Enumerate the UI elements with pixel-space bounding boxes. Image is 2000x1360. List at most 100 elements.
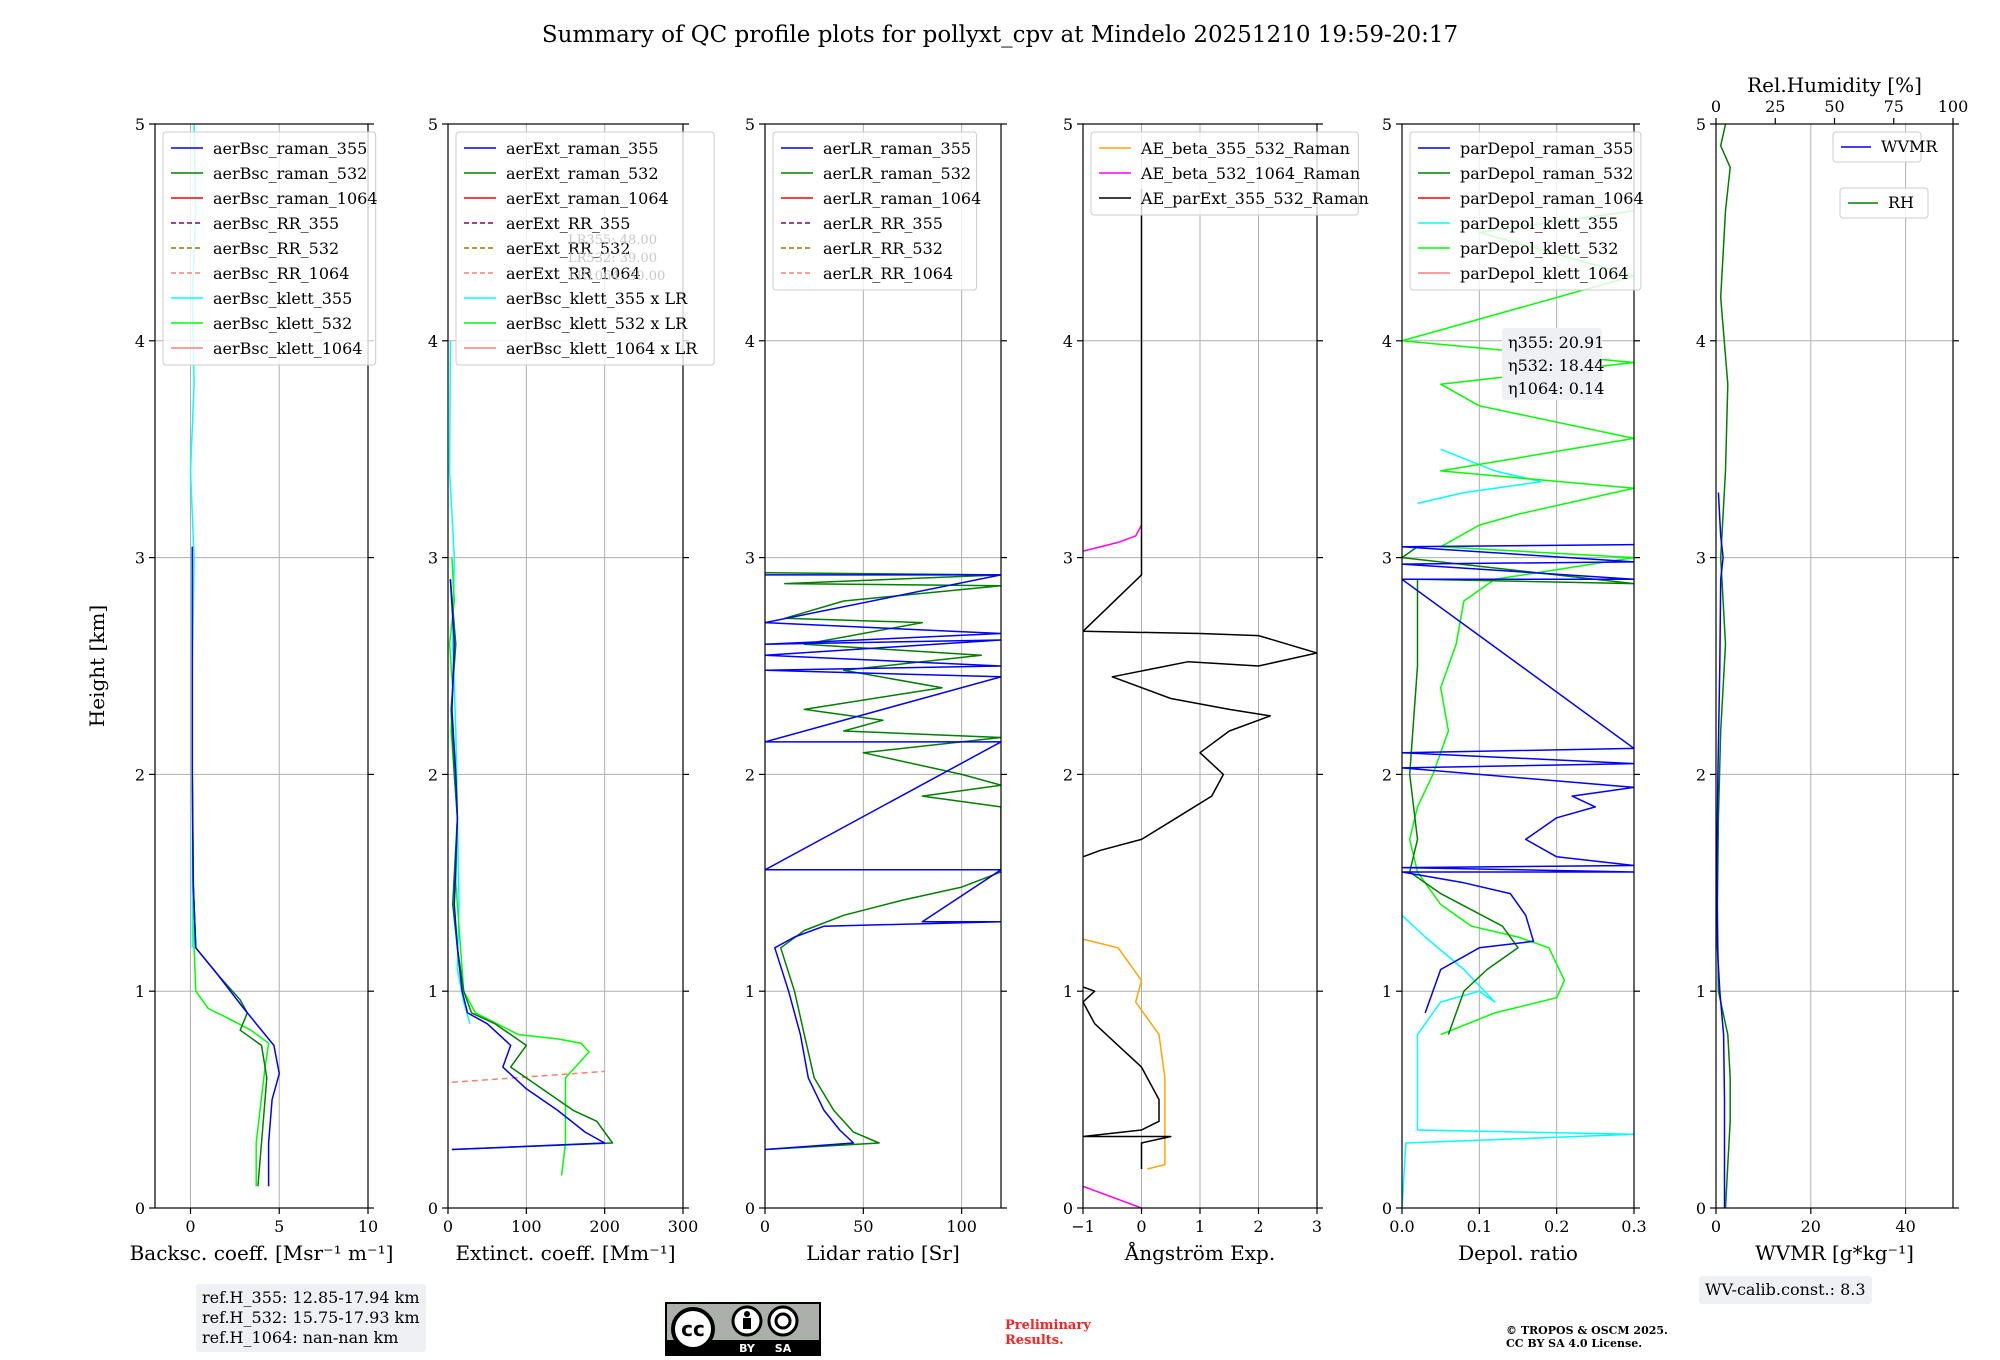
y-tick-label: 5 xyxy=(1063,115,1073,134)
y-tick-label: 5 xyxy=(1696,115,1706,134)
y-tick-label: 4 xyxy=(1063,332,1073,351)
y-tick-label: 2 xyxy=(1063,765,1073,784)
y-tick-label: 3 xyxy=(428,549,438,568)
y-tick-label: 3 xyxy=(1382,549,1392,568)
series-group xyxy=(1402,209,1634,1208)
x-tick-label: 0 xyxy=(185,1217,195,1236)
sa-icon-arc xyxy=(774,1312,792,1330)
y-tick-label: 2 xyxy=(428,765,438,784)
legend-box xyxy=(1839,187,1929,219)
x-tick-label: 0.1 xyxy=(1467,1217,1492,1236)
y-tick-label: 5 xyxy=(428,115,438,134)
x-tick-label: 0 xyxy=(760,1217,770,1236)
legend-label: WVMR xyxy=(1881,137,1938,156)
x-axis-label: Backsc. coeff. [Msr⁻¹ m⁻¹] xyxy=(130,1241,394,1265)
series-aerBsc_klett_355-x-LR xyxy=(448,340,471,1024)
by-label: BY xyxy=(739,1342,756,1355)
x-tick-label: 40 xyxy=(1895,1217,1915,1236)
x-axis-label: Extinct. coeff. [Mm⁻¹] xyxy=(455,1241,675,1265)
copyright-note: © TROPOS & OSCM 2025. CC BY SA 4.0 Licen… xyxy=(1506,1324,1766,1350)
legend-label: aerExt_raman_355 xyxy=(506,139,659,158)
preliminary-note: Preliminary Results. xyxy=(1005,1318,1125,1348)
legend-label: aerExt_RR_355 xyxy=(506,214,630,233)
legend-label: aerLR_RR_1064 xyxy=(823,264,953,283)
y-tick-label: 4 xyxy=(428,332,438,351)
series-parDepol_raman_532 xyxy=(1402,546,1634,1035)
legend-box xyxy=(1090,131,1359,216)
x-axis-label: WVMR [g*kg⁻¹] xyxy=(1755,1241,1914,1265)
x-tick-label: 0 xyxy=(1711,1217,1721,1236)
legend-box xyxy=(455,131,715,366)
by-icon-body xyxy=(743,1318,751,1329)
y-tick-label: 1 xyxy=(135,982,145,1001)
ref-height-355: ref.H_355: 12.85-17.94 km xyxy=(202,1288,420,1307)
panel-bsc: 0 1 2 3 4 5 0 5 10 Backsc. coeff. [Msr⁻¹ m⁻¹] aerB… xyxy=(130,115,394,1265)
x-tick-label: −1 xyxy=(1071,1217,1095,1236)
legend-label: aerBsc_klett_1064 xyxy=(213,339,362,358)
y-tick-label: 0 xyxy=(745,1199,755,1218)
axes-frame xyxy=(1401,123,1635,1209)
lidar-ratio-note: LR532: 39.00 xyxy=(568,251,657,266)
panel-ext: 0 1 2 3 4 5 0 100 200 300 Extinct. coeff. [Mm⁻¹] ae… xyxy=(428,115,715,1265)
x-tick-label: 3 xyxy=(1312,1217,1322,1236)
eta-label: η355: 20.91 xyxy=(1508,333,1604,352)
legend-label: aerExt_raman_532 xyxy=(506,164,659,183)
x-tick-label: 0.0 xyxy=(1389,1217,1414,1236)
legend-label: aerBsc_raman_532 xyxy=(213,164,367,183)
x-tick-label: 1 xyxy=(1195,1217,1205,1236)
y-tick-label: 1 xyxy=(745,982,755,1001)
eta-label: η1064: 0.14 xyxy=(1508,379,1604,398)
legend-label: parDepol_klett_1064 xyxy=(1460,264,1629,283)
y-tick-label: 5 xyxy=(745,115,755,134)
x-axis-label: Lidar ratio [Sr] xyxy=(806,1241,960,1265)
legend-label: aerLR_RR_532 xyxy=(823,239,943,258)
x-axis-label: Ångström Exp. xyxy=(1124,1240,1275,1265)
wv-calib-text: WV-calib.const.: 8.3 xyxy=(1705,1280,1866,1299)
x2-tick-label: 50 xyxy=(1824,97,1844,116)
y-tick-label: 4 xyxy=(1382,332,1392,351)
y-tick-label: 0 xyxy=(428,1199,438,1218)
series-aerLR_raman_355 xyxy=(765,574,1001,1151)
x-tick-label: 300 xyxy=(668,1217,699,1236)
legend-label: aerLR_RR_355 xyxy=(823,214,943,233)
series-aerBsc_klett_532-x-LR xyxy=(448,557,590,1176)
y-tick-label: 0 xyxy=(1696,1199,1706,1218)
legend-label: parDepol_klett_355 xyxy=(1460,214,1618,233)
x-tick-label: 0 xyxy=(443,1217,453,1236)
preliminary-line-2: Results. xyxy=(1005,1333,1064,1348)
legend-label: aerBsc_klett_355 x LR xyxy=(506,289,688,308)
sa-icon xyxy=(767,1305,799,1337)
legend-label: aerLR_raman_1064 xyxy=(823,189,981,208)
legend-label: aerBsc_klett_355 xyxy=(213,289,352,308)
y-tick-label: 3 xyxy=(1063,549,1073,568)
by-icon-head xyxy=(744,1311,750,1317)
series-AE_beta_355_532_Raman xyxy=(1083,938,1166,1170)
series-aerBsc_klett_532 xyxy=(191,557,270,1187)
eta-label: η532: 18.44 xyxy=(1508,356,1604,375)
y-tick-label: 1 xyxy=(1696,982,1706,1001)
cc-by-sa-badge: cc BY SA xyxy=(665,1302,821,1356)
legend-label: parDepol_klett_532 xyxy=(1460,239,1618,258)
y-tick-label: 1 xyxy=(1382,982,1392,1001)
x-tick-label: 50 xyxy=(853,1217,873,1236)
legend-label: aerBsc_RR_355 xyxy=(213,214,339,233)
x2-tick-label: 0 xyxy=(1711,97,1721,116)
y-tick-label: 2 xyxy=(745,765,755,784)
y-tick-label: 0 xyxy=(1382,1199,1392,1218)
series-aerLR_raman_532 xyxy=(765,572,1001,1151)
x-tick-label: 10 xyxy=(358,1217,378,1236)
legend-label: parDepol_raman_355 xyxy=(1460,139,1633,158)
series-aerBsc_raman_532 xyxy=(191,546,268,1187)
ref-height-box: ref.H_355: 12.85-17.94 km ref.H_532: 15.… xyxy=(196,1284,426,1352)
lidar-ratio-note: LR355: 48.00 xyxy=(568,233,657,248)
ref-height-532: ref.H_532: 15.75-17.93 km xyxy=(202,1308,420,1327)
series-AE_beta_532_1064_Raman xyxy=(1083,524,1143,552)
x-tick-label: 20 xyxy=(1801,1217,1821,1236)
axes-frame xyxy=(764,123,1002,1209)
x-tick-label: 100 xyxy=(511,1217,542,1236)
x-tick-label: 200 xyxy=(589,1217,620,1236)
x-tick-label: 5 xyxy=(274,1217,284,1236)
